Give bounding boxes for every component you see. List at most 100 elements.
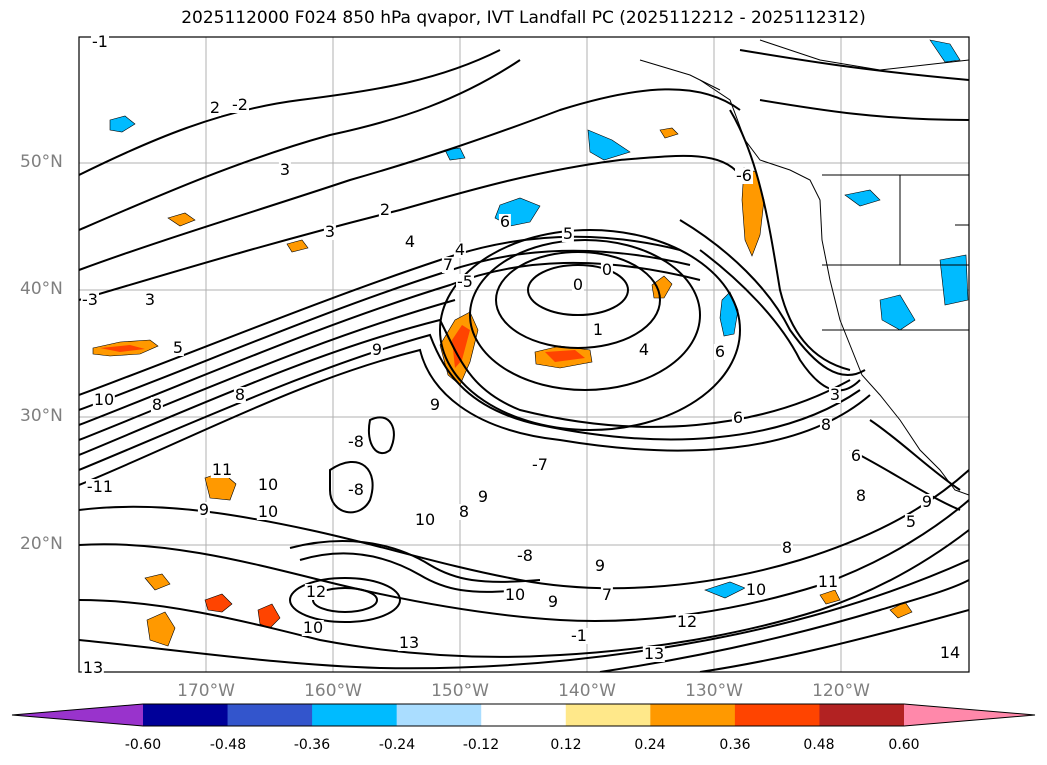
- contour-label: 13: [642, 644, 666, 663]
- colorbar-segment: [143, 704, 229, 726]
- contour-label: 8: [819, 415, 833, 434]
- contour-label: 8: [780, 538, 794, 557]
- contour-label: -8: [516, 546, 534, 565]
- colorbar-segment: [312, 704, 398, 726]
- contour-label: 9: [428, 395, 442, 414]
- contour-label: 9: [593, 556, 607, 575]
- lat-label-30n: 30°N: [20, 406, 63, 426]
- contour-label: 3: [143, 290, 157, 309]
- contour-label: 6: [498, 212, 512, 231]
- qvapor-shading: [92, 39, 969, 647]
- contour-label: 6: [731, 408, 745, 427]
- colorbar-segment: [565, 704, 651, 726]
- contour-label: 9: [476, 487, 490, 506]
- contour-label: -5: [456, 272, 474, 291]
- contour-label: 2: [378, 200, 392, 219]
- contour-label: 7: [441, 255, 455, 274]
- contour-label: -1: [91, 32, 109, 51]
- contour-label: 10: [503, 585, 527, 604]
- contour-lines: [79, 49, 969, 672]
- colorbar-tick-label: 0.24: [634, 737, 666, 753]
- colorbar-segment: [227, 704, 313, 726]
- contour-label: 0: [571, 275, 585, 294]
- contour-label: 5: [561, 224, 575, 243]
- contour-label: 8: [150, 395, 164, 414]
- contour-label: 3: [828, 385, 842, 404]
- colorbar-tick-label: 0.60: [888, 737, 920, 753]
- contour-label: 5: [904, 512, 918, 531]
- colorbar-tick-label: -0.48: [209, 737, 247, 753]
- lon-label-150w: 150°W: [431, 681, 489, 701]
- contour-label: 8: [233, 385, 247, 404]
- contour-label: -8: [347, 480, 365, 499]
- contour-label: 3: [323, 222, 337, 241]
- lat-label-40n: 40°N: [20, 279, 63, 299]
- lon-label-130w: 130°W: [685, 681, 743, 701]
- contour-label: 7: [600, 585, 614, 604]
- contour-label: 3: [278, 160, 292, 179]
- contour-label: 1: [591, 320, 605, 339]
- contour-label: 10: [256, 502, 280, 521]
- contour-label: 6: [849, 446, 863, 465]
- contour-label: 13: [397, 633, 421, 652]
- contour-label: 10: [256, 475, 280, 494]
- colorbar-tick-label: 0.48: [803, 737, 835, 753]
- contour-label: 12: [675, 612, 699, 631]
- colorbar-tick-label: -0.36: [293, 737, 331, 753]
- contour-label: -11: [85, 477, 115, 496]
- contour-label: -7: [531, 455, 549, 474]
- map-title: 2025112000 F024 850 hPa qvapor, IVT Land…: [181, 8, 866, 28]
- contour-label: 10: [413, 510, 437, 529]
- colorbar-segment: [734, 704, 820, 726]
- contour-label: 8: [457, 502, 471, 521]
- contour-label: -3: [81, 290, 99, 309]
- contour-label: 11: [210, 460, 234, 479]
- colorbar-extend-max: [904, 704, 1035, 726]
- colorbar-tick-label: -0.24: [378, 737, 416, 753]
- contour-label: 9: [197, 500, 211, 519]
- colorbar-segment: [396, 704, 482, 726]
- contour-label: -1: [570, 626, 588, 645]
- contour-label: 14: [938, 643, 962, 662]
- lon-label-160w: 160°W: [304, 681, 362, 701]
- colorbar-extend-min: [12, 704, 143, 726]
- contour-label: 10: [744, 580, 768, 599]
- contour-label: 4: [453, 240, 467, 259]
- contour-label: -6: [735, 166, 753, 185]
- colorbar-segment: [819, 704, 905, 726]
- lat-label-20n: 20°N: [20, 534, 63, 554]
- contour-label: 10: [301, 618, 325, 637]
- contour-label: 9: [546, 592, 560, 611]
- colorbar: [11, 703, 1036, 727]
- contour-label: 9: [370, 340, 384, 359]
- contour-label: -2: [231, 95, 249, 114]
- lon-label-140w: 140°W: [558, 681, 616, 701]
- contour-label: 12: [304, 582, 328, 601]
- coastline: [639, 39, 969, 496]
- contour-label: 13: [81, 658, 105, 677]
- contour-label: -8: [347, 432, 365, 451]
- contour-label: 0: [600, 260, 614, 279]
- contour-label: 6: [713, 342, 727, 361]
- contour-label: 5: [171, 338, 185, 357]
- lon-label-120w: 120°W: [812, 681, 870, 701]
- contour-label: 11: [816, 572, 840, 591]
- map-frame: [78, 36, 970, 673]
- colorbar-segment: [650, 704, 736, 726]
- contour-label: 8: [854, 486, 868, 505]
- map-background: [79, 37, 969, 672]
- colorbar-tick-label: 0.12: [550, 737, 582, 753]
- lon-label-170w: 170°W: [177, 681, 235, 701]
- colorbar-tick-label: -0.60: [124, 737, 162, 753]
- lat-label-50n: 50°N: [20, 152, 63, 172]
- contour-label: 4: [403, 232, 417, 251]
- colorbar-tick-label: 0.36: [719, 737, 751, 753]
- colorbar-segment: [481, 704, 567, 726]
- contour-label: 2: [208, 98, 222, 117]
- contour-label: 4: [637, 340, 651, 359]
- colorbar-outline: [11, 703, 1036, 727]
- contour-label: 10: [92, 390, 116, 409]
- colorbar-tick-label: -0.12: [462, 737, 500, 753]
- contour-label: 9: [920, 492, 934, 511]
